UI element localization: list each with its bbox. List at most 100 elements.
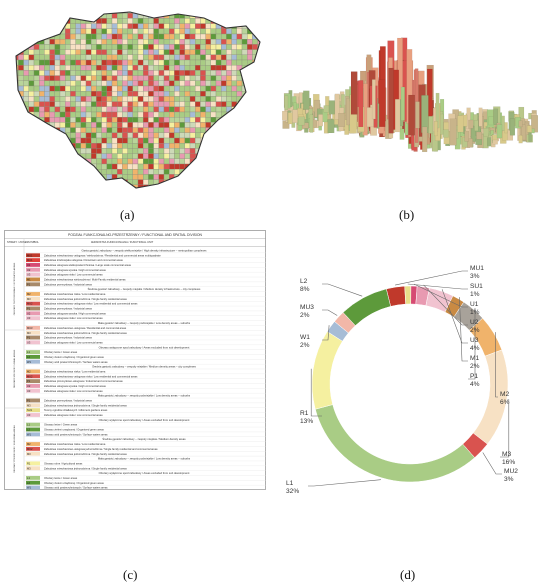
map-cell xyxy=(174,18,180,24)
donut-leader-line xyxy=(310,368,322,417)
map-cell xyxy=(252,91,258,97)
map-cell xyxy=(23,91,29,97)
map-cell xyxy=(184,39,191,45)
map-cell xyxy=(137,137,144,144)
map-cell xyxy=(205,122,211,128)
map-cell xyxy=(122,158,128,165)
map-cell xyxy=(8,174,13,179)
map-cell xyxy=(236,18,243,24)
map-cell xyxy=(148,179,154,185)
map-cell xyxy=(215,49,222,55)
map-cell xyxy=(158,169,165,175)
donut-label-value: 3% xyxy=(504,476,514,483)
map-cell xyxy=(215,91,222,97)
map-cell xyxy=(179,59,185,66)
map-cell xyxy=(23,65,29,71)
map-cell xyxy=(117,169,123,175)
map-cell xyxy=(221,122,227,128)
map-cell xyxy=(122,13,128,19)
map-cell xyxy=(169,179,175,185)
map-cell xyxy=(91,54,97,61)
map-cell xyxy=(70,65,76,71)
map-cell xyxy=(247,18,253,24)
map-cell xyxy=(8,107,13,112)
map-cell xyxy=(153,158,159,165)
map-cell xyxy=(184,91,191,97)
map-cell xyxy=(241,174,248,180)
map-cell xyxy=(163,23,170,29)
map-cell xyxy=(137,122,144,128)
map-cell xyxy=(91,12,97,14)
map-cell xyxy=(127,91,133,97)
map-cell xyxy=(153,122,159,128)
map-cell xyxy=(44,39,50,45)
map-cell xyxy=(205,65,211,71)
map-cell xyxy=(112,190,117,194)
map-cell xyxy=(96,44,102,50)
map-cell xyxy=(18,33,24,40)
map-cell xyxy=(252,179,258,185)
map-cell xyxy=(179,39,185,45)
map-cell xyxy=(226,44,232,50)
map-cell xyxy=(59,101,66,107)
map-cell xyxy=(210,106,217,113)
map-cell xyxy=(28,70,35,76)
map-cell xyxy=(247,33,253,40)
map-cell xyxy=(137,111,144,118)
map-cell xyxy=(117,122,123,128)
map-cell xyxy=(153,59,159,66)
map-cell xyxy=(221,127,227,133)
legend-unit-label: Zabudowa usługowa niska / Low commercial… xyxy=(44,413,103,417)
map-cell xyxy=(127,44,133,50)
legend-unit-label: Obszary wód powierzchniowych / Surface w… xyxy=(44,486,108,490)
extruded-bar xyxy=(346,97,350,126)
map-cell xyxy=(101,91,107,97)
legend-code: U2 xyxy=(27,268,31,272)
map-cell xyxy=(96,65,102,71)
map-cell xyxy=(247,70,253,76)
map-cell xyxy=(23,80,29,87)
map-cell xyxy=(158,18,165,24)
map-cell xyxy=(257,158,260,165)
map-cell xyxy=(33,13,40,19)
map-cell xyxy=(241,49,248,55)
map-cell xyxy=(163,169,170,175)
map-cell xyxy=(18,65,24,71)
map-cell xyxy=(163,163,170,170)
map-cell xyxy=(96,12,102,14)
map-cell xyxy=(257,33,260,40)
map-cell xyxy=(200,65,206,71)
map-cell xyxy=(96,137,102,144)
map-cell xyxy=(91,65,97,71)
map-cell xyxy=(174,80,180,87)
map-cell xyxy=(59,80,66,87)
map-cell xyxy=(158,101,165,107)
map-cell xyxy=(91,179,97,185)
map-cell xyxy=(44,70,50,76)
map-cell xyxy=(91,127,97,133)
map-cell xyxy=(106,39,113,45)
donut-leader-line xyxy=(308,479,381,487)
map-cell xyxy=(143,132,149,139)
map-cell xyxy=(28,148,35,154)
map-cell xyxy=(8,128,13,133)
map-cell xyxy=(16,49,19,55)
map-cell xyxy=(106,75,113,81)
map-cell xyxy=(132,96,139,102)
map-cell xyxy=(205,158,211,165)
map-cell xyxy=(247,91,253,97)
map-cell xyxy=(215,85,222,92)
map-cell xyxy=(75,158,81,165)
map-cell xyxy=(65,28,71,35)
map-cell xyxy=(96,75,102,81)
map-cell xyxy=(226,28,232,35)
map-cell xyxy=(111,39,118,45)
map-cell xyxy=(163,101,170,107)
map-cell xyxy=(252,80,258,87)
map-cell xyxy=(226,117,232,123)
map-cell xyxy=(215,80,222,87)
map-cell xyxy=(111,153,118,159)
legend-section-label: Obszary wyłączone spod zabudowy / Areas … xyxy=(99,471,190,475)
map-cell xyxy=(169,101,175,107)
map-cell xyxy=(18,190,23,194)
